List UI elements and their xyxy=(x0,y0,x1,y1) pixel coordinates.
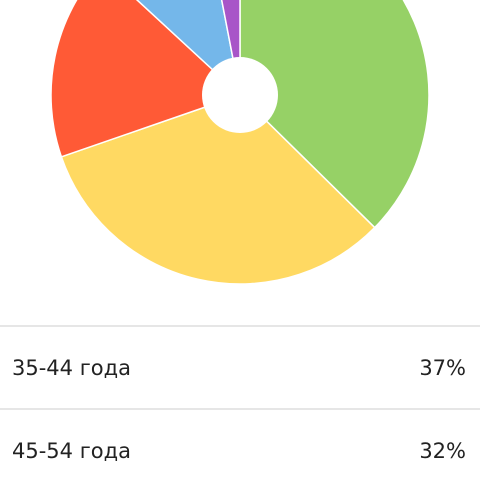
pie-slice xyxy=(239,0,430,229)
row-label[interactable]: 35-44 года xyxy=(12,356,131,380)
row-value: 32% xyxy=(419,439,466,463)
row-label[interactable]: 45-54 года xyxy=(12,439,131,463)
row-value: 37% xyxy=(419,356,466,380)
pie-slice xyxy=(136,0,242,98)
donut-hole xyxy=(202,57,278,133)
pie-slice xyxy=(50,0,242,158)
pie-slice xyxy=(60,94,376,285)
